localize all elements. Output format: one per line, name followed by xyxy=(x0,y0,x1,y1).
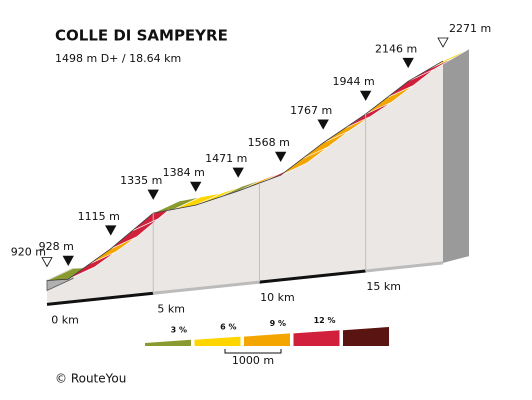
chart-subtitle: 1498 m D+ / 18.64 km xyxy=(55,52,181,65)
chart-title: COLLE DI SAMPEYRE xyxy=(55,27,228,45)
end-face xyxy=(443,48,469,263)
elevation-label: 1944 m xyxy=(333,75,375,88)
elevation-label: 1471 m xyxy=(205,152,247,165)
ground-line xyxy=(259,269,366,284)
elevation-label: 1384 m xyxy=(163,166,205,179)
elevation-marker xyxy=(402,57,414,69)
elevation-marker xyxy=(190,181,202,192)
elevation-label: 1568 m xyxy=(248,136,290,149)
elevation-marker xyxy=(105,225,117,236)
ground-line xyxy=(365,261,444,273)
x-tick-label: 15 km xyxy=(366,280,401,293)
legend-label: 6 % xyxy=(220,322,236,331)
elevation-marker xyxy=(437,37,449,48)
elevation-label: 1335 m xyxy=(120,174,162,187)
profile-line xyxy=(46,60,444,281)
legend-swatch xyxy=(293,330,340,346)
elevation-label: 928 m xyxy=(39,240,74,253)
legend-swatch xyxy=(343,327,389,346)
elevation-marker xyxy=(317,119,329,130)
legend-swatch xyxy=(194,336,241,346)
scale-bar-label: 1000 m xyxy=(232,354,274,367)
elevation-marker xyxy=(147,189,159,200)
footer: © RouteYou xyxy=(55,372,126,386)
ground-line xyxy=(153,280,260,295)
elevation-label: 2271 m xyxy=(449,22,491,35)
legend-label: 12 % xyxy=(314,316,336,325)
elevation-marker xyxy=(275,151,287,163)
x-tick-label: 10 km xyxy=(260,291,295,304)
elevation-marker xyxy=(232,167,244,178)
elevation-label: 1115 m xyxy=(78,210,120,223)
legend-label: 3 % xyxy=(171,326,187,335)
scale-bar xyxy=(224,349,282,354)
side-wall xyxy=(47,60,443,305)
elevation-label: 2146 m xyxy=(375,42,417,55)
elevation-label: 920 m xyxy=(11,246,46,259)
elevation-label: 1767 m xyxy=(290,104,332,117)
x-tick-label: 5 km xyxy=(157,302,185,315)
elevation-marker xyxy=(62,255,74,267)
legend-label: 9 % xyxy=(270,319,286,328)
x-tick-label: 0 km xyxy=(51,313,79,326)
legend-swatch xyxy=(244,333,290,346)
legend-swatch xyxy=(145,339,191,346)
elevation-marker xyxy=(41,257,53,268)
elevation-marker xyxy=(359,90,372,101)
ground-line xyxy=(46,291,154,306)
